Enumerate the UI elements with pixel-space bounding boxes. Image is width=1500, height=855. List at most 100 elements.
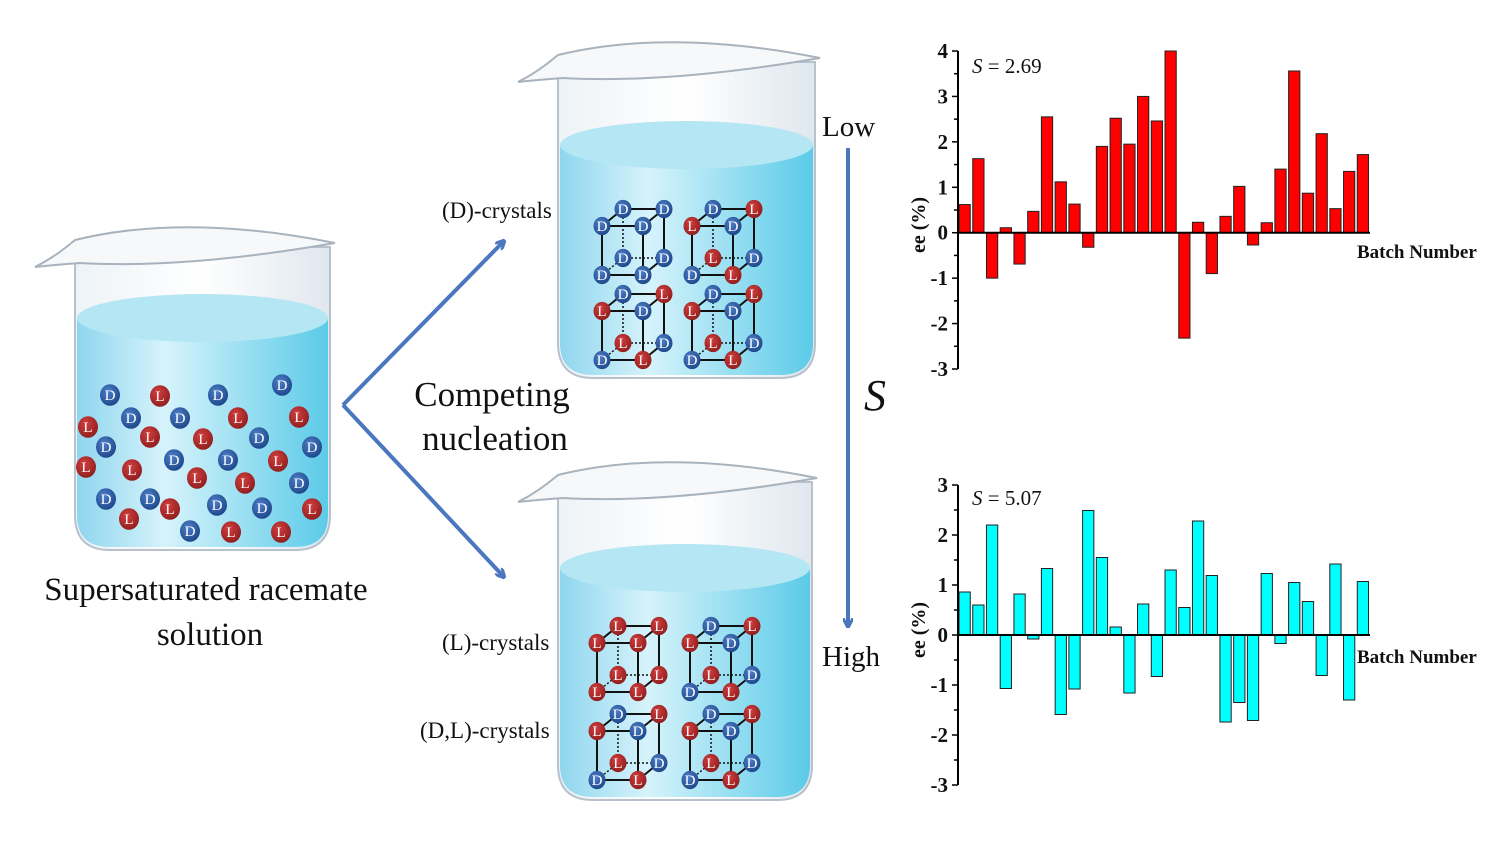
molecule-sphere	[650, 616, 668, 636]
l-molecule: L	[228, 407, 248, 429]
bar	[1178, 232, 1191, 339]
molecule-letter: D	[638, 219, 649, 235]
molecule-sphere	[119, 508, 139, 530]
d-molecule: D	[724, 301, 742, 321]
d-molecule: D	[634, 301, 652, 321]
bar	[1123, 634, 1136, 694]
molecule-sphere	[180, 520, 200, 542]
molecule-letter: L	[613, 619, 622, 635]
bar	[1274, 634, 1287, 644]
crystal-cube: D LL DL DD L	[683, 199, 763, 285]
molecule-letter: D	[708, 287, 719, 303]
liquid-surface	[77, 294, 328, 342]
molecule-letter: L	[618, 336, 627, 352]
molecule-letter: L	[240, 476, 249, 492]
molecule-letter: D	[747, 668, 758, 684]
molecule-sphere	[96, 488, 116, 510]
bar	[1356, 581, 1370, 636]
molecule-letter: L	[592, 724, 601, 740]
l-molecule: L	[593, 301, 611, 321]
bar	[1109, 117, 1122, 234]
d-molecule: D	[302, 436, 322, 458]
molecule-sphere	[235, 472, 255, 494]
l-molecule: L	[650, 704, 668, 724]
molecule-sphere	[207, 494, 227, 516]
molecule-letter: L	[613, 668, 622, 684]
bar	[985, 524, 999, 636]
molecule-sphere	[655, 333, 673, 353]
molecule-letter: D	[659, 251, 670, 267]
molecule-sphere	[655, 199, 673, 219]
molecule-sphere	[614, 248, 632, 268]
molecule-sphere	[588, 633, 606, 653]
bar	[1027, 210, 1040, 234]
l-molecule: L	[745, 284, 763, 304]
high-label: High	[822, 641, 881, 673]
molecule-letter: L	[83, 420, 92, 436]
d-molecule: D	[704, 199, 722, 219]
l-molecule: L	[681, 721, 699, 741]
bar	[1164, 569, 1177, 636]
molecule-sphere	[629, 682, 647, 702]
molecule-sphere	[702, 616, 720, 636]
d-molecule: D	[96, 488, 116, 510]
molecule-letter: L	[226, 525, 235, 541]
molecule-letter: L	[233, 411, 242, 427]
l-molecule: L	[745, 199, 763, 219]
molecule-sphere	[681, 682, 699, 702]
bar-chart-1: 4 3 2 1 0 -1 -2 -3 Batch Number ee (%) S = 2.69	[908, 39, 1477, 381]
crystal-cube: D DD DD DD D	[593, 199, 673, 285]
bar	[1137, 95, 1150, 234]
annotation-symbol: S	[972, 54, 983, 78]
molecule-sphere	[228, 407, 248, 429]
molecule-sphere	[609, 753, 627, 773]
molecule-sphere	[683, 350, 701, 370]
bar	[1205, 575, 1218, 636]
molecule-letter: D	[597, 219, 608, 235]
molecule-sphere	[140, 426, 160, 448]
bar	[1315, 133, 1328, 234]
y-axis-label: ee (%)	[908, 197, 930, 253]
molecule-sphere	[593, 350, 611, 370]
l-molecule: L	[160, 498, 180, 520]
molecule-letter: L	[654, 668, 663, 684]
molecule-sphere	[218, 449, 238, 471]
molecule-sphere	[704, 333, 722, 353]
l-molecule: L	[702, 753, 720, 773]
molecule-sphere	[634, 350, 652, 370]
molecule-letter: D	[613, 707, 624, 723]
l-molecule: L	[289, 406, 309, 428]
competing-line2: nucleation	[422, 419, 568, 458]
molecule-sphere	[745, 248, 763, 268]
molecule-sphere	[593, 301, 611, 321]
molecule-letter: D	[728, 219, 739, 235]
bar	[985, 232, 999, 279]
molecule-letter: L	[708, 336, 717, 352]
bar	[1137, 603, 1150, 636]
y-tick-label: 2	[938, 130, 949, 154]
l-molecule: L	[609, 616, 627, 636]
l-molecule: L	[271, 521, 291, 543]
d-molecule: D	[593, 216, 611, 236]
l-molecule: L	[683, 301, 701, 321]
molecule-letter: D	[101, 492, 112, 508]
y-tick-label: 3	[938, 84, 949, 108]
molecule-letter: D	[277, 378, 288, 394]
molecule-sphere	[634, 301, 652, 321]
bar	[1343, 634, 1356, 701]
bar	[958, 204, 971, 234]
molecule-letter: L	[592, 636, 601, 652]
bar	[972, 604, 985, 636]
l-molecule: L	[609, 753, 627, 773]
liquid-surface	[560, 121, 813, 169]
molecule-letter: D	[597, 268, 608, 284]
molecule-letter: L	[685, 636, 694, 652]
molecule-letter: L	[687, 304, 696, 320]
beaker-rim	[517, 41, 821, 83]
d-molecule: D	[681, 770, 699, 790]
molecule-letter: L	[192, 471, 201, 487]
d-molecule: D	[745, 248, 763, 268]
molecule-letter: D	[659, 202, 670, 218]
arrow-to-l-crystals	[341, 403, 503, 576]
